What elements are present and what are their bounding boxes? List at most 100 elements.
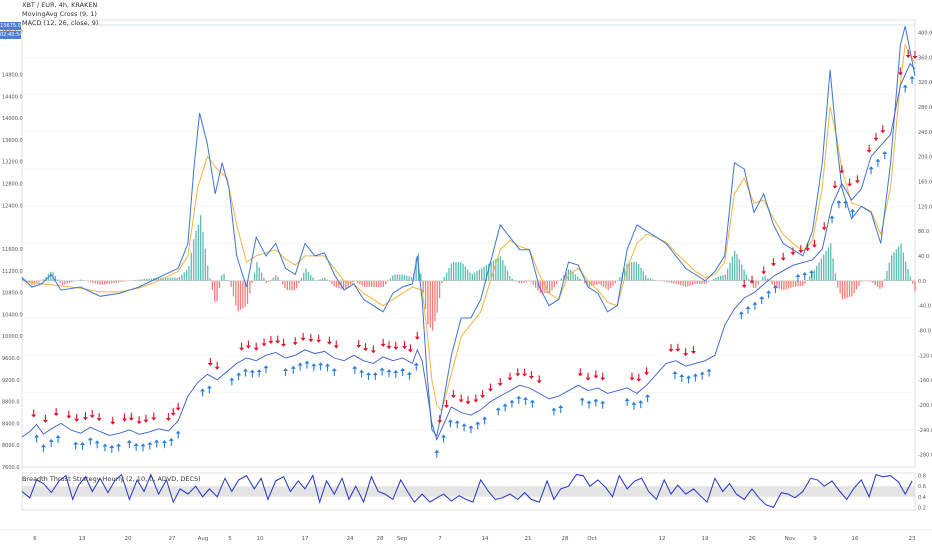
- histogram-bar: [474, 273, 475, 281]
- indicator1-legend[interactable]: MovingAvg Cross (9, 1): [22, 10, 98, 19]
- time-tick-label: 7: [438, 536, 442, 542]
- price-tick-label: 14000.0: [2, 116, 23, 122]
- histogram-bar: [214, 281, 215, 302]
- lower-legend[interactable]: Breadth Thrust Strategy Hourly (2, 10, 0…: [22, 475, 201, 484]
- time-tick-label: 5: [228, 536, 232, 542]
- histogram-bar: [427, 281, 428, 325]
- price-tick-label: 7600.0: [2, 465, 20, 471]
- histogram-bar: [856, 281, 857, 290]
- histogram-bar: [678, 281, 679, 285]
- histogram-bar: [287, 281, 288, 290]
- histogram-bar: [872, 281, 873, 283]
- histogram-bar: [195, 231, 196, 281]
- histogram-bar: [533, 281, 534, 285]
- histogram-bar: [432, 281, 433, 331]
- histogram-bar: [636, 262, 637, 281]
- histogram-bar: [699, 281, 700, 284]
- histogram-bar: [408, 276, 409, 280]
- histogram-bar: [240, 281, 241, 310]
- price-tick-label: 14400.0: [2, 94, 23, 100]
- histogram-bar: [509, 276, 510, 281]
- histogram-bar: [858, 281, 859, 286]
- histogram-bar: [736, 254, 737, 281]
- grid: [22, 20, 915, 510]
- histogram-bar: [305, 269, 306, 281]
- histogram-bar: [631, 262, 632, 281]
- histogram-bar: [401, 275, 402, 281]
- histogram-bar: [357, 281, 358, 283]
- histogram-bar: [261, 273, 262, 281]
- histogram-bar: [839, 281, 840, 294]
- histogram-bar: [64, 281, 65, 284]
- histogram-bar: [512, 279, 513, 281]
- oscillator-tick-label: 0.4: [918, 495, 926, 501]
- histogram-bar: [364, 281, 365, 287]
- histogram-bar: [284, 281, 285, 288]
- histogram-bar: [598, 281, 599, 284]
- histogram-bar: [725, 275, 726, 281]
- histogram-bar: [505, 265, 506, 280]
- histogram-bar: [397, 275, 398, 281]
- histogram-bar: [254, 273, 255, 281]
- price-badge-bottom: 02:40:54: [0, 31, 21, 39]
- histogram-bar: [601, 281, 602, 286]
- histogram-bar: [59, 281, 60, 283]
- histogram-bar: [441, 281, 442, 283]
- histogram-bar: [795, 281, 796, 287]
- histogram-bar: [369, 281, 370, 287]
- histogram-bar: [781, 281, 782, 290]
- time-tick-label: 9: [813, 536, 817, 542]
- histogram-bar: [729, 263, 730, 281]
- histogram-bar: [172, 278, 173, 281]
- histogram-bar: [825, 251, 826, 281]
- histogram-bar: [392, 276, 393, 281]
- histogram-bar: [451, 264, 452, 281]
- histogram-bar: [181, 275, 182, 281]
- histogram-bar: [701, 281, 702, 284]
- histogram-bar: [237, 281, 238, 312]
- histogram-bar: [722, 275, 723, 280]
- histogram-bar: [645, 275, 646, 281]
- histogram-bar: [788, 281, 789, 289]
- histogram-bar: [643, 271, 644, 280]
- histogram-bar: [650, 279, 651, 281]
- price-tick-label: 8000.0: [2, 443, 20, 449]
- histogram-bar: [334, 281, 335, 286]
- histogram-bar: [685, 281, 686, 287]
- histogram-bar: [502, 260, 503, 280]
- histogram-bar: [479, 270, 480, 281]
- histogram-bar: [216, 281, 217, 302]
- histogram-bar: [425, 281, 426, 309]
- time-tick-label: Sep: [397, 536, 408, 542]
- histogram-bar: [322, 279, 323, 281]
- histogram-bar: [146, 279, 147, 281]
- macd-tick-label: 280.0: [918, 105, 932, 111]
- histogram-bar: [579, 279, 580, 281]
- histogram-bar: [282, 281, 283, 285]
- histogram-bar: [893, 252, 894, 280]
- histogram-bar: [720, 276, 721, 281]
- histogram-bar: [572, 272, 573, 281]
- histogram-bar: [256, 262, 257, 281]
- histogram-bar: [800, 281, 801, 286]
- histogram-bar: [596, 281, 597, 285]
- indicator2-legend[interactable]: MACD (12, 26, close, 9): [22, 19, 98, 28]
- histogram-bar: [467, 270, 468, 281]
- histogram-bar: [371, 281, 372, 287]
- histogram-bar: [647, 278, 648, 281]
- histogram-bar: [741, 264, 742, 280]
- histogram-bar: [296, 281, 297, 289]
- time-tick-label: 17: [302, 536, 309, 542]
- histogram-bar: [434, 281, 435, 322]
- time-tick-label: 28: [562, 536, 569, 542]
- histogram-bar: [448, 268, 449, 281]
- histogram-bar: [905, 261, 906, 280]
- histogram-bar: [198, 225, 199, 281]
- histogram-bar: [692, 281, 693, 285]
- price-tick-label: 8800.0: [2, 400, 20, 406]
- symbol-legend[interactable]: XBT / EUR, 4h, KRAKEN: [22, 1, 98, 10]
- histogram-bar: [762, 277, 763, 281]
- macd-tick-label: -80.0: [918, 328, 931, 334]
- price-tick-label: 13600.0: [2, 138, 23, 144]
